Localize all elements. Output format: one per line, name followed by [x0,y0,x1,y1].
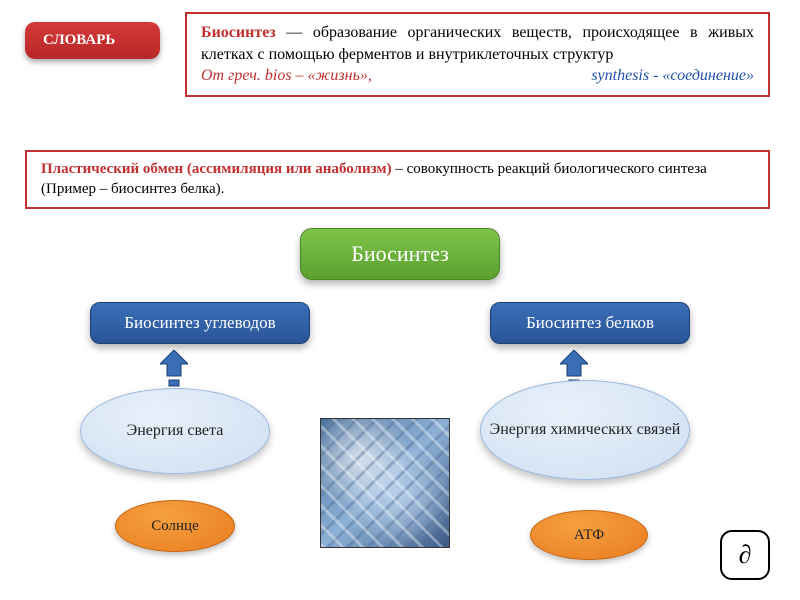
definition2-term: Пластический обмен (ассимиляция или анаб… [41,161,392,177]
node-light-label: Энергия света [127,421,224,440]
node-light-energy: Энергия света [80,388,270,474]
dna-decorative-image [320,418,450,548]
definition-dash: — [276,24,313,41]
node-sun: Солнце [115,500,235,552]
node-biosynthesis: Биосинтез [300,228,500,280]
node-protein-biosynthesis: Биосинтез белков [490,302,690,344]
node-biosynthesis-label: Биосинтез [351,241,449,266]
definition-term: Биосинтез [201,24,276,41]
definition-etym-prefix: От греч. bios – «жизнь», [201,67,372,84]
definition-etym-synthesis: synthesis - «соединение» [591,65,754,87]
node-atp-label: АТФ [574,527,604,544]
dictionary-tag-label: СЛОВАРЬ [43,32,115,48]
node-carbohydrate-biosynthesis: Биосинтез углеводов [90,302,310,344]
brand-logo: ∂ [720,530,770,580]
node-prot-label: Биосинтез белков [526,313,654,332]
definition-box-biosynthesis: Биосинтез — образование органических вещ… [185,12,770,97]
node-carb-label: Биосинтез углеводов [124,313,275,332]
brand-logo-glyph: ∂ [739,540,752,570]
node-chemical-energy: Энергия химических связей [480,380,690,480]
dictionary-tag: СЛОВАРЬ [25,22,160,59]
arrow-up-left [160,350,188,388]
node-chem-label: Энергия химических связей [490,420,681,439]
node-atp: АТФ [530,510,648,560]
node-sun-label: Солнце [151,518,199,535]
definition-box-plastic-exchange: Пластический обмен (ассимиляция или анаб… [25,150,770,209]
